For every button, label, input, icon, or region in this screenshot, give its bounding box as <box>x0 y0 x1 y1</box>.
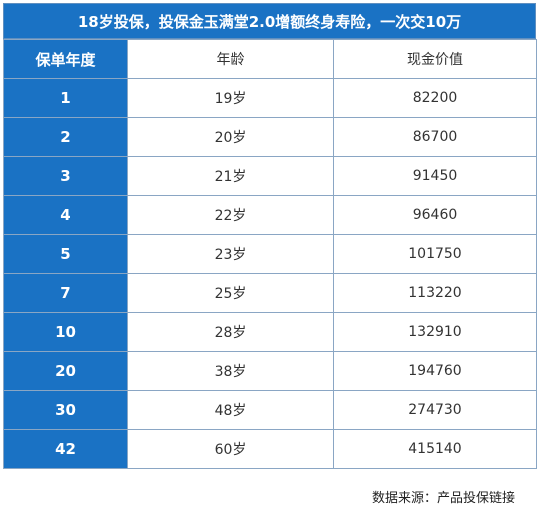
cell-age: 19岁 <box>127 78 334 118</box>
cell-policy-year: 1 <box>3 78 128 118</box>
cell-policy-year: 10 <box>3 312 128 352</box>
table-row: 10 28岁 132910 <box>3 312 537 352</box>
cell-cash-value: 82200 <box>333 78 537 118</box>
table-row: 42 60岁 415140 <box>3 429 537 469</box>
data-source-note: 数据来源：产品投保链接 <box>371 491 515 506</box>
cash-value-table: 保单年度 年龄 现金价值 1 19岁 82200 2 20岁 86700 3 21岁 91450… <box>3 39 537 469</box>
cell-age: 22岁 <box>127 195 334 235</box>
cell-policy-year: 2 <box>3 117 128 157</box>
cell-policy-year: 20 <box>3 351 128 391</box>
cell-cash-value: 91450 <box>333 156 537 196</box>
header-policy-year: 保单年度 <box>3 39 128 79</box>
cell-policy-year: 7 <box>3 273 128 313</box>
cell-age: 48岁 <box>127 390 334 430</box>
table-row: 1 19岁 82200 <box>3 78 537 118</box>
cell-policy-year: 30 <box>3 390 128 430</box>
cell-cash-value: 113220 <box>333 273 537 313</box>
cell-policy-year: 5 <box>3 234 128 274</box>
cell-age: 21岁 <box>127 156 334 196</box>
cell-age: 38岁 <box>127 351 334 391</box>
cell-cash-value: 415140 <box>333 429 537 469</box>
cell-cash-value: 132910 <box>333 312 537 352</box>
cell-policy-year: 3 <box>3 156 128 196</box>
cell-age: 60岁 <box>127 429 334 469</box>
table-row: 5 23岁 101750 <box>3 234 537 274</box>
table-row: 2 20岁 86700 <box>3 117 537 157</box>
cell-policy-year: 42 <box>3 429 128 469</box>
cell-cash-value: 86700 <box>333 117 537 157</box>
header-row: 保单年度 年龄 现金价值 <box>3 39 537 79</box>
table-row: 4 22岁 96460 <box>3 195 537 235</box>
cell-cash-value: 96460 <box>333 195 537 235</box>
table-row: 3 21岁 91450 <box>3 156 537 196</box>
cell-age: 23岁 <box>127 234 334 274</box>
table-row: 30 48岁 274730 <box>3 390 537 430</box>
cell-age: 28岁 <box>127 312 334 352</box>
cell-policy-year: 4 <box>3 195 128 235</box>
table-row: 7 25岁 113220 <box>3 273 537 313</box>
cell-cash-value: 194760 <box>333 351 537 391</box>
cell-cash-value: 274730 <box>333 390 537 430</box>
cell-age: 20岁 <box>127 117 334 157</box>
cell-age: 25岁 <box>127 273 334 313</box>
table-row: 20 38岁 194760 <box>3 351 537 391</box>
cell-cash-value: 101750 <box>333 234 537 274</box>
header-age: 年龄 <box>127 39 334 79</box>
cash-value-table-panel: 18岁投保，投保金玉满堂2.0增额终身寿险，一次交10万 保单年度 年龄 现金价… <box>3 3 537 469</box>
table-title: 18岁投保，投保金玉满堂2.0增额终身寿险，一次交10万 <box>3 3 536 39</box>
header-cash-value: 现金价值 <box>333 39 537 79</box>
